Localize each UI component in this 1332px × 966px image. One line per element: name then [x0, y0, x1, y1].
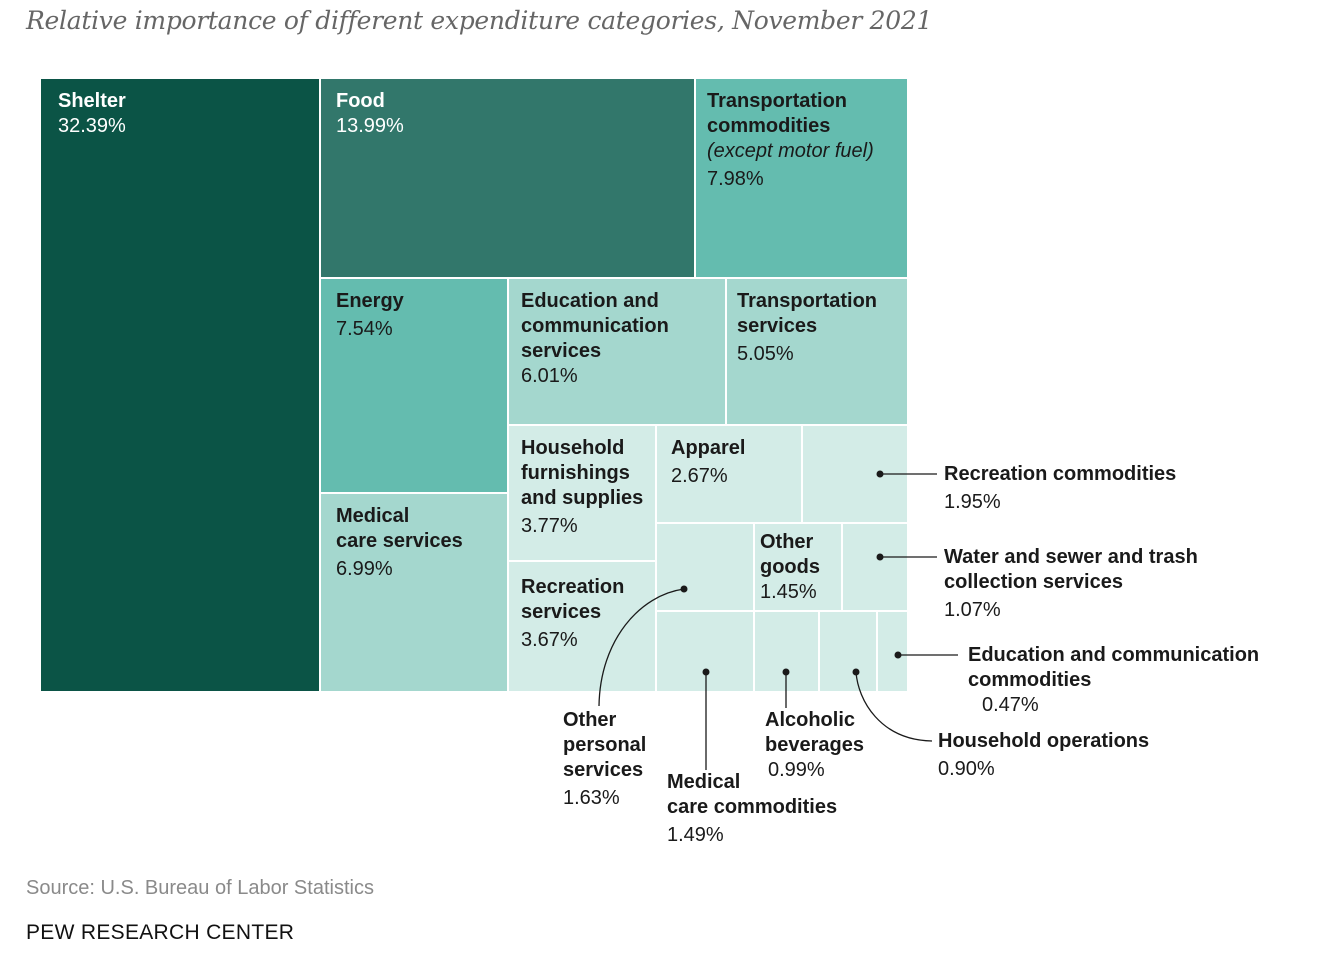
leader-dot-alcoholic-beverages: [782, 668, 790, 676]
label-transportation-commodities-value: 7.98%: [707, 168, 764, 190]
leader-dot-recreation-commodities: [876, 470, 884, 478]
label-edu-services-line2: communication: [521, 315, 669, 337]
cell-other-personal-services: [655, 522, 755, 612]
callout-recreation-commodities-value: 1.95%: [944, 491, 1001, 513]
label-other-goods-line1: Other: [760, 531, 814, 553]
cell-transportation-services: [725, 277, 909, 426]
cell-medical-care-commodities: [655, 610, 755, 693]
leader-line-other-personal-services: [598, 588, 685, 707]
callout-medical-commodities-value: 1.49%: [667, 824, 724, 846]
callout-water-line2: collection services: [944, 571, 1123, 593]
callout-household-operations: Household operations 0.90%: [938, 729, 1149, 782]
callout-medical-commodities-line1: Medical: [667, 771, 741, 793]
cell-energy: [319, 277, 509, 494]
cell-food: [319, 77, 696, 279]
leader-dot-water-sewer-trash: [876, 553, 884, 561]
label-apparel-name: Apparel: [671, 437, 746, 459]
cell-apparel: [655, 424, 803, 524]
label-recreation-services-line1: Recreation: [521, 576, 625, 598]
label-recreation-services: Recreation services 3.67%: [521, 575, 624, 653]
label-transportation-services-line2: services: [737, 315, 818, 337]
label-transportation-services-line1: Transportation: [737, 290, 878, 312]
brand-logo-text: PEW RESEARCH CENTER: [26, 921, 295, 944]
label-transportation-services-value: 5.05%: [737, 343, 794, 365]
chart-title: Relative importance of different expendi…: [26, 6, 933, 35]
label-transportation-commodities-line1: Transportation: [707, 90, 848, 112]
label-shelter-name: Shelter: [58, 90, 126, 112]
label-energy-name: Energy: [336, 290, 404, 312]
label-education-communication-services: Education and communication services 6.0…: [521, 289, 669, 389]
callout-other-personal-line3: services: [563, 759, 644, 781]
label-edu-services-line3: services: [521, 340, 602, 362]
label-transportation-commodities-line2: commodities: [707, 115, 831, 137]
callout-water-sewer-trash: Water and sewer and trash collection ser…: [944, 545, 1198, 623]
callout-water-value: 1.07%: [944, 599, 1001, 621]
label-apparel: Apparel 2.67%: [671, 436, 745, 489]
label-medical-care-services-line2: care services: [336, 530, 463, 552]
cell-water-sewer-trash: [841, 522, 909, 612]
callout-education-communication-commodities: Education and communication commodities …: [968, 643, 1259, 718]
callout-household-operations-value: 0.90%: [938, 758, 995, 780]
callout-alcoholic-line2: beverages: [765, 734, 864, 756]
label-food: Food 13.99%: [336, 89, 404, 139]
cell-household-furnishings: [507, 424, 657, 562]
label-edu-services-line1: Education and: [521, 290, 659, 312]
label-recreation-services-value: 3.67%: [521, 629, 578, 651]
cell-medical-care-services: [319, 492, 509, 693]
callout-recreation-commodities: Recreation commodities 1.95%: [944, 462, 1176, 515]
callout-other-personal-line2: personal: [563, 734, 647, 756]
callout-edu-commodities-value: 0.47%: [982, 694, 1039, 716]
label-household-furnishings-line1: Household: [521, 437, 625, 459]
label-household-furnishings: Household furnishings and supplies 3.77%: [521, 436, 643, 539]
label-medical-care-services-line1: Medical: [336, 505, 410, 527]
label-food-value: 13.99%: [336, 115, 404, 137]
callout-medical-care-commodities: Medical care commodities 1.49%: [667, 770, 837, 848]
label-transportation-commodities-note: (except motor fuel): [707, 140, 874, 162]
label-household-furnishings-value: 3.77%: [521, 515, 578, 537]
cell-recreation-services: [507, 560, 657, 693]
callout-alcoholic-value: 0.99%: [768, 759, 825, 781]
leader-dot-education-communication-commodities: [894, 651, 902, 659]
label-energy-value: 7.54%: [336, 318, 393, 340]
label-food-name: Food: [336, 90, 385, 112]
label-household-furnishings-line2: furnishings: [521, 462, 630, 484]
label-other-goods-value: 1.45%: [760, 581, 817, 603]
callout-household-operations-name: Household operations: [938, 730, 1150, 752]
label-medical-care-services: Medical care services 6.99%: [336, 504, 463, 582]
callout-recreation-commodities-name: Recreation commodities: [944, 463, 1177, 485]
label-other-goods-line2: goods: [760, 556, 820, 578]
label-medical-care-services-value: 6.99%: [336, 558, 393, 580]
callout-water-line1: Water and sewer and trash: [944, 546, 1198, 568]
leader-dot-medical-care-commodities: [702, 668, 710, 676]
cell-other-goods: [753, 522, 843, 612]
cell-household-operations: [818, 610, 878, 693]
callout-edu-commodities-line2: commodities: [968, 669, 1092, 691]
label-shelter-value: 32.39%: [58, 115, 126, 137]
cell-shelter: [39, 77, 321, 693]
callout-other-personal-value: 1.63%: [563, 787, 620, 809]
cell-transportation-commodities: [694, 77, 909, 279]
cell-education-communication-commodities: [876, 610, 909, 693]
callout-alcoholic-line1: Alcoholic: [765, 709, 856, 731]
callout-medical-commodities-line2: care commodities: [667, 796, 838, 818]
label-shelter: Shelter 32.39%: [58, 89, 126, 139]
callout-other-personal-line1: Other: [563, 709, 617, 731]
label-apparel-value: 2.67%: [671, 465, 728, 487]
leader-line-household-operations: [855, 671, 933, 742]
label-household-furnishings-line3: and supplies: [521, 487, 644, 509]
label-energy: Energy 7.54%: [336, 289, 404, 342]
callout-alcoholic-beverages: Alcoholic beverages 0.99%: [765, 708, 864, 783]
source-note: Source: U.S. Bureau of Labor Statistics: [26, 877, 374, 899]
label-other-goods: Other goods 1.45%: [760, 530, 820, 605]
leader-dot-household-operations: [852, 668, 860, 676]
leader-dot-other-personal-services: [680, 585, 688, 593]
label-transportation-services: Transportation services 5.05%: [737, 289, 877, 367]
label-transportation-commodities: Transportation commodities (except motor…: [707, 89, 874, 192]
callout-edu-commodities-line1: Education and communication: [968, 644, 1260, 666]
label-edu-services-value: 6.01%: [521, 365, 578, 387]
label-recreation-services-line2: services: [521, 601, 602, 623]
callout-other-personal-services: Other personal services 1.63%: [563, 708, 646, 811]
